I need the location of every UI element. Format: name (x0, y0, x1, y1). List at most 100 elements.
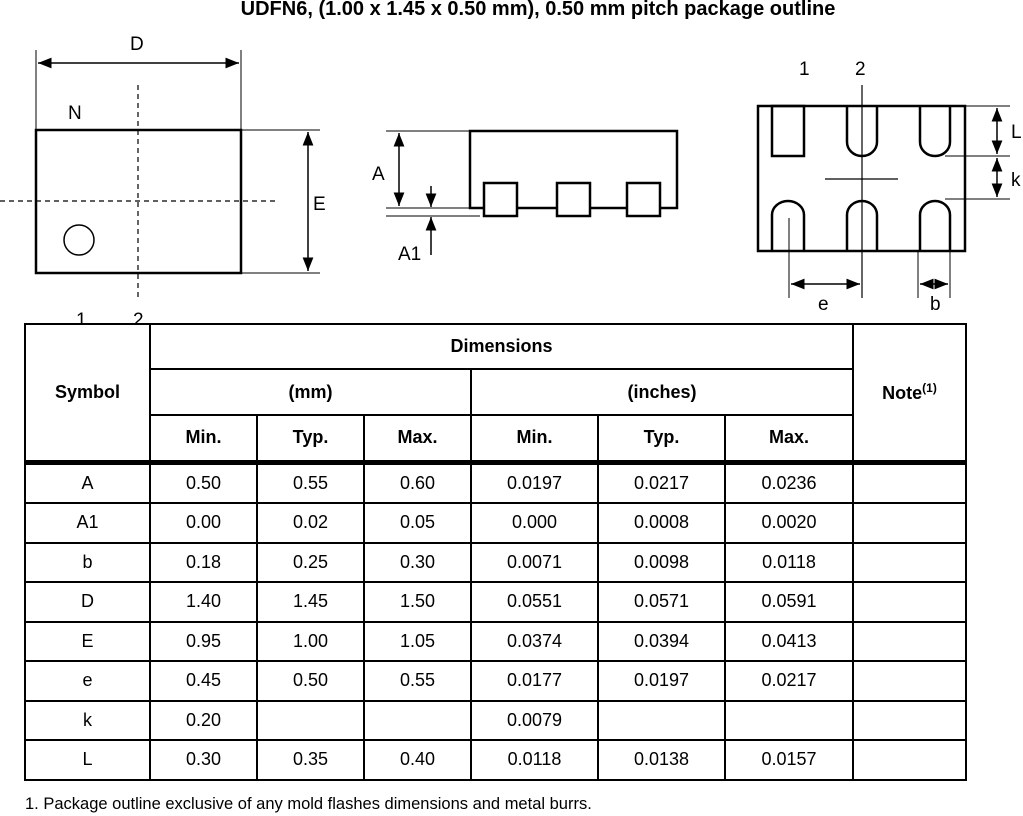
label-D: D (130, 34, 144, 55)
table-row: A 0.50 0.55 0.60 0.0197 0.0217 0.0236 (24, 461, 967, 504)
note-header: Note(1) (852, 323, 967, 465)
value-cell: 0.55 (256, 461, 365, 504)
table-row: L 0.30 0.35 0.40 0.0118 0.0138 0.0157 (24, 739, 967, 781)
value-cell: 0.25 (256, 541, 365, 583)
inches-header: (inches) (470, 368, 854, 416)
value-cell: 0.35 (256, 739, 365, 781)
value-cell: 0.00 (149, 502, 258, 544)
value-cell (256, 699, 365, 741)
label-L: L (1011, 122, 1022, 143)
dimensions-header: Dimensions (149, 323, 854, 370)
table-row: D 1.40 1.45 1.50 0.0551 0.0571 0.0591 (24, 581, 967, 623)
value-cell (852, 541, 967, 583)
label-k: k (1011, 170, 1021, 191)
package-outline-drawing: D N E 1 2 A A1 1 2 (0, 34, 1022, 323)
value-cell: 0.02 (256, 502, 365, 544)
symbol-cell: A1 (24, 502, 151, 544)
value-cell: 0.18 (149, 541, 258, 583)
value-cell: 0.05 (363, 502, 472, 544)
symbol-cell: A (24, 461, 151, 504)
value-cell: 0.0157 (724, 739, 854, 781)
value-cell: 0.0071 (470, 541, 599, 583)
label-pin2: 2 (133, 310, 144, 323)
label-A: A (372, 164, 385, 185)
label-N: N (68, 103, 82, 124)
value-cell: 0.0197 (470, 461, 599, 504)
label-bottom-pin2: 2 (855, 59, 866, 80)
footnote: 1. Package outline exclusive of any mold… (25, 795, 592, 813)
label-pin1: 1 (76, 310, 87, 323)
value-cell: 0.40 (363, 739, 472, 781)
value-cell: 0.50 (149, 461, 258, 504)
symbol-cell: k (24, 699, 151, 741)
value-cell: 0.0394 (597, 620, 726, 662)
side-view (386, 129, 679, 255)
symbol-cell: E (24, 620, 151, 662)
value-cell: 0.50 (256, 660, 365, 702)
value-cell: 0.0217 (724, 660, 854, 702)
subheader-max: Max. (363, 414, 472, 465)
value-cell (852, 502, 967, 544)
label-A1: A1 (398, 244, 421, 265)
value-cell: 0.30 (149, 739, 258, 781)
value-cell (852, 699, 967, 741)
value-cell: 1.00 (256, 620, 365, 662)
symbol-cell: e (24, 660, 151, 702)
table-row: k 0.20 0.0079 (24, 699, 967, 741)
value-cell: 0.45 (149, 660, 258, 702)
value-cell: 0.0118 (724, 541, 854, 583)
subheader-min: Min. (470, 414, 599, 465)
value-cell: 1.50 (363, 581, 472, 623)
value-cell: 0.0591 (724, 581, 854, 623)
value-cell: 0.0571 (597, 581, 726, 623)
value-cell: 0.0008 (597, 502, 726, 544)
value-cell: 0.0020 (724, 502, 854, 544)
mm-header: (mm) (149, 368, 472, 416)
value-cell: 0.0197 (597, 660, 726, 702)
subheader-typ: Typ. (597, 414, 726, 465)
symbol-header: Symbol (24, 323, 151, 465)
table-row: A1 0.00 0.02 0.05 0.000 0.0008 0.0020 (24, 502, 967, 544)
subheader-typ: Typ. (256, 414, 365, 465)
value-cell: 0.95 (149, 620, 258, 662)
value-cell: 0.0118 (470, 739, 599, 781)
value-cell: 0.0098 (597, 541, 726, 583)
value-cell: 0.0079 (470, 699, 599, 741)
table-row: E 0.95 1.00 1.05 0.0374 0.0394 0.0413 (24, 620, 967, 662)
value-cell: 0.0138 (597, 739, 726, 781)
value-cell: 0.0217 (597, 461, 726, 504)
value-cell (363, 699, 472, 741)
value-cell (852, 461, 967, 504)
value-cell: 0.55 (363, 660, 472, 702)
top-view (0, 50, 320, 300)
symbol-cell: L (24, 739, 151, 781)
value-cell: 0.20 (149, 699, 258, 741)
table-row: e 0.45 0.50 0.55 0.0177 0.0197 0.0217 (24, 660, 967, 702)
value-cell (852, 620, 967, 662)
value-cell (724, 699, 854, 741)
label-bottom-pin1: 1 (799, 59, 810, 80)
label-b: b (930, 294, 941, 315)
value-cell: 0.000 (470, 502, 599, 544)
symbol-cell: D (24, 581, 151, 623)
value-cell (852, 581, 967, 623)
label-E: E (313, 194, 326, 215)
label-e: e (818, 294, 829, 315)
subheader-min: Min. (149, 414, 258, 465)
dimensions-table: Symbol Dimensions Note(1) (mm) (inches) … (24, 323, 967, 781)
bottom-view (756, 85, 1010, 298)
value-cell (852, 739, 967, 781)
value-cell (852, 660, 967, 702)
subheader-max: Max. (724, 414, 854, 465)
value-cell: 1.05 (363, 620, 472, 662)
value-cell (597, 699, 726, 741)
value-cell: 1.40 (149, 581, 258, 623)
table-row: b 0.18 0.25 0.30 0.0071 0.0098 0.0118 (24, 541, 967, 583)
page-title: UDFN6, (1.00 x 1.45 x 0.50 mm), 0.50 mm … (240, 0, 836, 20)
value-cell: 0.0374 (470, 620, 599, 662)
value-cell: 0.0177 (470, 660, 599, 702)
value-cell: 0.60 (363, 461, 472, 504)
pin1-marker (63, 224, 95, 256)
value-cell: 0.0413 (724, 620, 854, 662)
symbol-cell: b (24, 541, 151, 583)
